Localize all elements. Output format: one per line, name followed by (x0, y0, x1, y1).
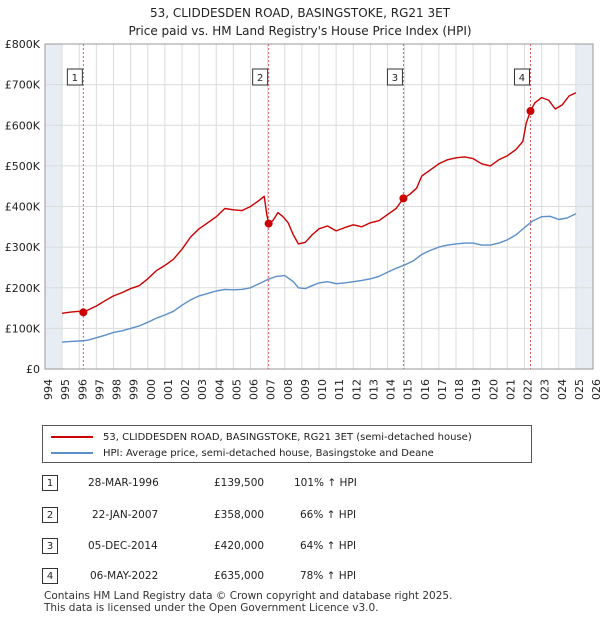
sale-date: 06-MAY-2022 (90, 570, 159, 582)
x-tick-label: 2010 (316, 379, 329, 400)
x-tick-label: 2017 (436, 379, 449, 400)
footer-copyright: Contains HM Land Registry data © Crown c… (44, 590, 453, 602)
legend-swatch-property (51, 436, 93, 438)
sale-date: 22-JAN-2007 (92, 509, 159, 521)
sale-point (264, 219, 273, 228)
legend-label-hpi: HPI: Average price, semi-detached house,… (103, 447, 434, 459)
x-tick-label: 2018 (453, 379, 466, 400)
y-tick-label: £300K (5, 241, 41, 254)
x-tick-label: 2009 (299, 379, 312, 400)
chart-title: 53, CLIDDESDEN ROAD, BASINGSTOKE, RG21 3… (149, 6, 451, 20)
x-tick-label: 2025 (573, 379, 586, 400)
sale-date: 05-DEC-2014 (88, 540, 158, 552)
x-tick-label: 1998 (111, 379, 124, 400)
sale-marker-box (252, 68, 269, 86)
y-tick-label: £700K (5, 79, 41, 92)
sale-number: 2 (42, 507, 58, 523)
price-chart: £0 £100K £200K £300K £400K £500K £600K £700K £80… (5, 38, 600, 400)
sale-marker-label: 2 (257, 73, 263, 84)
legend-item-hpi: HPI: Average price, semi-detached house,… (51, 445, 434, 461)
footer-license: This data is licensed under the Open Gov… (44, 602, 379, 614)
y-tick-label: £400K (5, 201, 41, 214)
sale-price: £635,000 (214, 570, 265, 582)
legend-swatch-hpi (51, 452, 93, 454)
y-tick-label: £600K (5, 119, 41, 132)
sale-point (526, 107, 535, 116)
sale-number: 4 (42, 568, 58, 584)
x-tick-label: 2012 (350, 379, 363, 400)
sale-marker-box (386, 68, 403, 86)
x-tick-label: 2016 (419, 379, 432, 400)
x-tick-label: 2006 (248, 379, 261, 400)
sale-hpi: 101% ↑ HPI (294, 477, 357, 489)
sale-number: 1 (42, 475, 58, 491)
x-tick-label: 1995 (59, 379, 72, 400)
sale-price: £420,000 (214, 540, 265, 552)
x-tick-label: 2000 (145, 379, 158, 400)
chart-subtitle: Price paid vs. HM Land Registry's House … (128, 24, 472, 38)
legend-item-property: 53, CLIDDESDEN ROAD, BASINGSTOKE, RG21 3… (51, 429, 472, 445)
x-tick-label: 2002 (179, 379, 192, 400)
x-tick-label: 2004 (213, 379, 226, 400)
x-tick-label: 1994 (42, 379, 55, 400)
x-tick-label: 1999 (128, 379, 141, 400)
sale-marker-box (66, 68, 83, 86)
series-line-hpi (62, 213, 577, 343)
sale-point (399, 194, 408, 203)
sale-marker-label: 1 (72, 73, 78, 84)
chart-legend: 53, CLIDDESDEN ROAD, BASINGSTOKE, RG21 3… (42, 425, 532, 463)
x-tick-label: 2005 (230, 379, 243, 400)
legend-label-property: 53, CLIDDESDEN ROAD, BASINGSTOKE, RG21 3… (103, 431, 472, 443)
sale-point (79, 308, 88, 317)
x-tick-label: 1997 (93, 379, 106, 400)
x-tick-label: 2003 (196, 379, 209, 400)
sale-hpi: 66% ↑ HPI (300, 509, 357, 521)
sale-number: 3 (42, 538, 58, 554)
sale-price: £358,000 (214, 509, 265, 521)
x-tick-label: 2015 (402, 379, 415, 400)
x-tick-label: 1996 (76, 379, 89, 400)
x-tick-label: 2008 (282, 379, 295, 400)
y-tick-label: £800K (5, 38, 41, 51)
x-tick-label: 2014 (385, 379, 398, 400)
x-tick-label: 2019 (470, 379, 483, 400)
y-tick-label: £100K (5, 322, 41, 335)
sale-price: £139,500 (214, 477, 265, 489)
x-tick-label: 2024 (556, 379, 569, 400)
y-tick-label: £200K (5, 282, 41, 295)
sale-hpi: 64% ↑ HPI (300, 540, 357, 552)
x-tick-label: 2023 (539, 379, 552, 400)
x-tick-label: 2007 (265, 379, 278, 400)
sale-marker-box (513, 68, 530, 86)
x-tick-label: 2001 (162, 379, 175, 400)
y-tick-label: £0 (26, 363, 40, 376)
sale-marker-label: 4 (519, 73, 525, 84)
series-line-property (62, 92, 577, 314)
x-tick-label: 2026 (590, 379, 600, 400)
x-tick-label: 2011 (333, 379, 346, 400)
plot-frame (44, 43, 594, 370)
sale-hpi: 78% ↑ HPI (300, 570, 357, 582)
sale-date: 28-MAR-1996 (88, 477, 159, 489)
x-tick-label: 2020 (487, 379, 500, 400)
y-tick-label: £500K (5, 160, 41, 173)
x-tick-label: 2022 (522, 379, 535, 400)
sale-marker-label: 3 (392, 73, 398, 84)
x-tick-label: 2021 (504, 379, 517, 400)
x-tick-label: 2013 (367, 379, 380, 400)
